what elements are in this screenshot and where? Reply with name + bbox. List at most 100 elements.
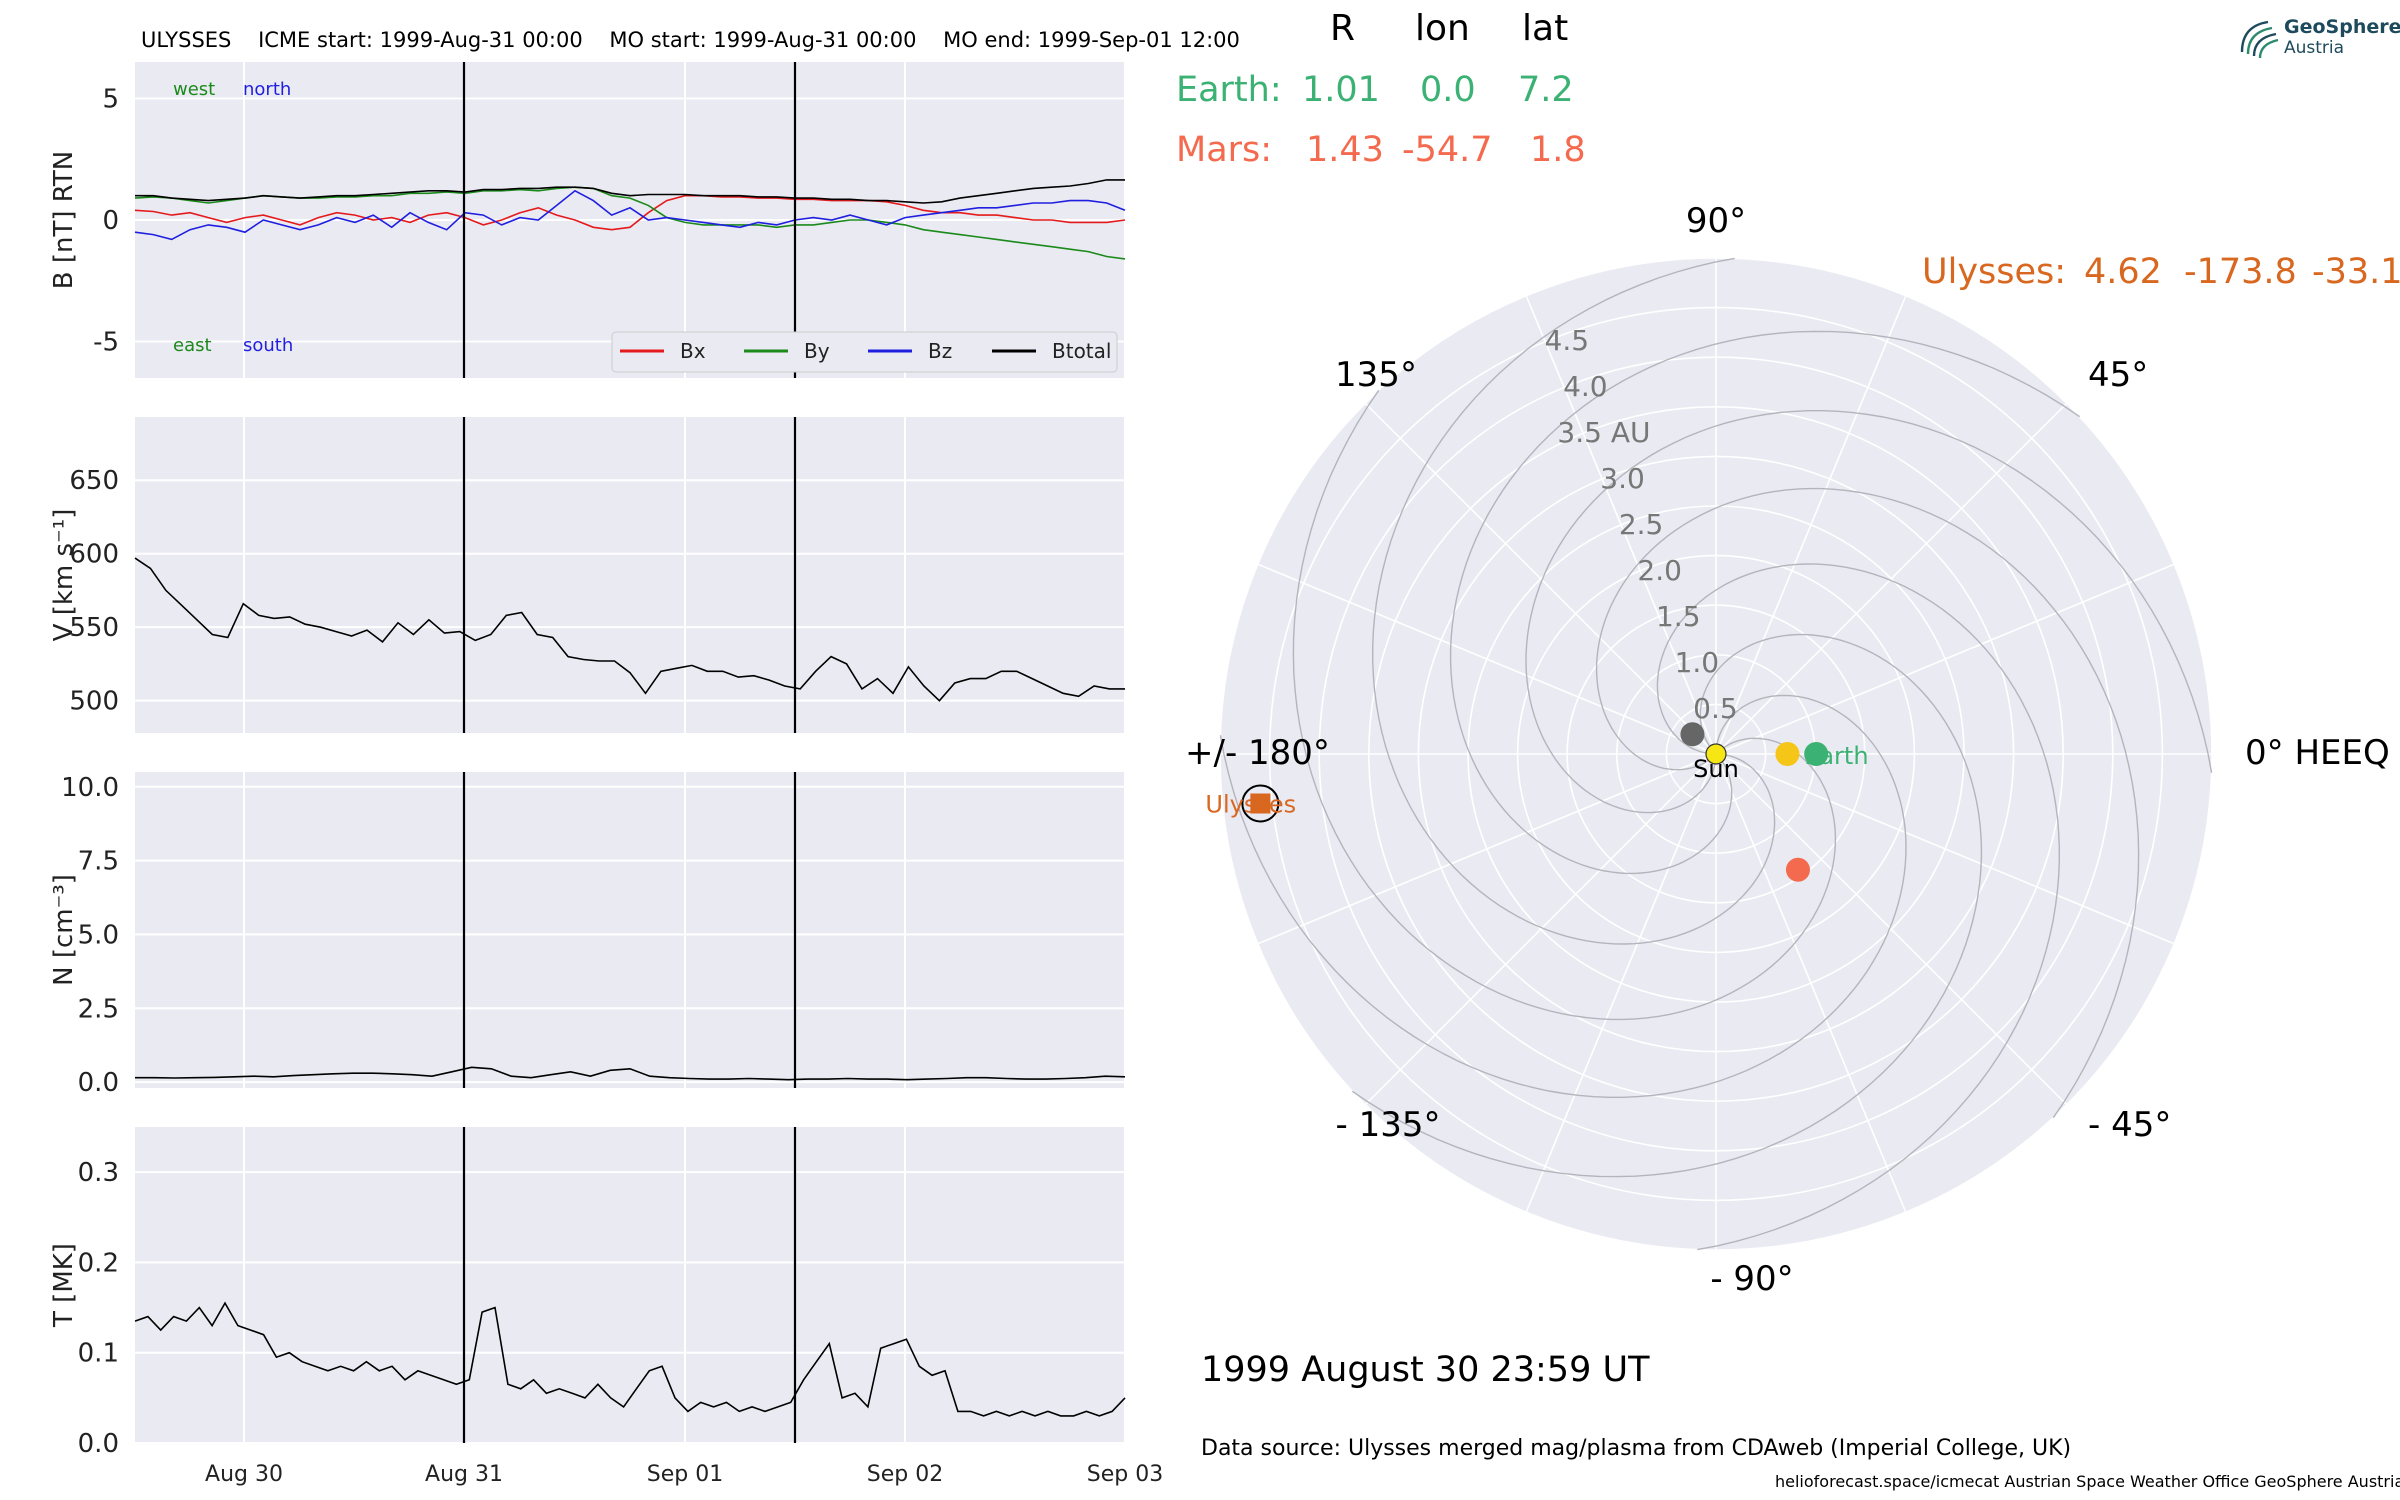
radial-tick-label: 2.5 — [1619, 508, 1664, 541]
mo-end: MO end: 1999-Sep-01 12:00 — [943, 28, 1240, 52]
polar-ring — [1417, 455, 2015, 1053]
earth-row: Earth: 1.01 0.0 7.2 — [1176, 70, 1574, 110]
logo-line1: GeoSphere — [2284, 16, 2400, 38]
earth-label: Earth: — [1176, 70, 1282, 110]
radial-tick-label: 4.0 — [1563, 370, 1608, 403]
col-lat-header: lat — [1522, 8, 1569, 49]
y-axis-label: N [cm⁻³] — [49, 874, 79, 986]
legend-label-bz: Bz — [928, 339, 952, 363]
mars-lon: -54.7 — [1402, 130, 1493, 170]
x-tick-label: Aug 30 — [205, 1462, 283, 1487]
parker-spiral — [1525, 410, 2213, 814]
parker-spiral — [1595, 487, 2140, 1119]
ulysses-label: Ulysses: — [1922, 252, 2067, 292]
y-tick-label: 0.1 — [78, 1339, 119, 1369]
angle-label: - 135° — [1336, 1105, 1441, 1145]
header-title: ULYSSES ICME start: 1999-Aug-31 00:00 MO… — [141, 28, 1240, 52]
mars-marker — [1785, 857, 1810, 882]
ulysses-lat: -33.1 — [2312, 252, 2400, 292]
polar-ring — [1566, 604, 1866, 904]
ulysses-r: 4.62 — [2084, 252, 2162, 292]
y-tick-label: 7.5 — [78, 847, 119, 877]
earth-r: 1.01 — [1302, 70, 1380, 110]
earth-lon: 0.0 — [1420, 70, 1476, 110]
parker-spiral — [1372, 257, 1776, 945]
y-tick-label: 500 — [69, 687, 119, 717]
footer-credits: helioforecast.space/icmecat Austrian Spa… — [1775, 1472, 2400, 1491]
polar-plot: 0.5 1.0 1.5 2.0 2.5 3.0 3.5 AU 4.0 4.5 Sun Earth Ul… — [1205, 257, 2213, 1251]
y-tick-label: 0.0 — [78, 1068, 119, 1098]
timeseries-panel-3: 0.0 2.5 5.0 7.5 10.0 N [cm⁻³] — [49, 772, 1126, 1098]
angle-label: 0° HEEQ — [2245, 733, 2390, 773]
radial-tick-label: 1.5 — [1656, 600, 1701, 633]
x-tick-label: Sep 02 — [867, 1462, 943, 1487]
y-tick-label: 2.5 — [78, 994, 119, 1024]
annotation-east: east — [173, 335, 212, 356]
legend-label-btotal: Btotal — [1052, 339, 1111, 363]
angle-label: 90° — [1686, 201, 1746, 241]
col-lon-header: lon — [1415, 8, 1470, 49]
ulysses-marker — [1250, 793, 1271, 814]
y-axis-label: B [nT] RTN — [49, 151, 79, 290]
series-line-value — [134, 557, 1125, 702]
angle-label: - 90° — [1710, 1259, 1793, 1299]
polar-ring — [1665, 703, 1767, 805]
annotation-west: west — [173, 79, 215, 100]
y-tick-label: 600 — [69, 540, 119, 570]
y-tick-label: 10.0 — [61, 773, 119, 803]
ulysses-row: Ulysses: 4.62 -173.8 -33.1 — [1922, 252, 2400, 292]
x-tick-label: Aug 31 — [425, 1462, 503, 1487]
legend-label-bx: Bx — [680, 339, 706, 363]
radial-tick-label: 4.5 — [1545, 324, 1590, 357]
angle-label: 45° — [2088, 355, 2148, 395]
ulysses-lon: -173.8 — [2184, 252, 2297, 292]
x-tick-label: Sep 01 — [647, 1462, 723, 1487]
polar-ring — [1467, 505, 1965, 1003]
spiral-waves-icon — [2240, 20, 2279, 59]
series-line-btotal — [135, 179, 1125, 204]
series-line-bz — [134, 189, 1126, 241]
data-source: Data source: Ulysses merged mag/plasma f… — [1201, 1436, 2072, 1461]
y-tick-label: 0.3 — [78, 1158, 119, 1188]
annotation-north: north — [243, 79, 291, 100]
panel-background — [135, 772, 1125, 1088]
venus-marker — [1775, 742, 1800, 766]
b-legend: Bx By Bz Btotal — [611, 331, 1118, 373]
y-axis-label: T [MK] — [49, 1243, 79, 1328]
y-tick-label: 5.0 — [78, 920, 119, 950]
y-tick-label: 550 — [69, 613, 119, 643]
polar-ring — [1368, 405, 2065, 1103]
parker-spiral — [1656, 563, 2060, 1251]
radial-tick-label: 0.5 — [1693, 692, 1738, 725]
legend-box — [611, 331, 1118, 373]
series-line-bx — [134, 194, 1126, 231]
y-tick-label: 0 — [102, 206, 119, 236]
radial-tick-label: 3.5 AU — [1557, 416, 1650, 449]
spacecraft-name: ULYSSES — [141, 28, 232, 52]
legend-label-by: By — [804, 339, 830, 363]
mars-lat: 1.8 — [1530, 130, 1586, 170]
polar-ring — [1318, 356, 2114, 1152]
datetime-label: 1999 August 30 23:59 UT — [1201, 1350, 1650, 1390]
y-tick-label: 0.2 — [78, 1248, 119, 1278]
geosphere-logo: GeoSphere Austria — [2236, 12, 2400, 62]
series-line-value — [134, 1301, 1126, 1417]
earth-label: Earth — [1804, 742, 1868, 770]
y-axis-label: V [km s⁻¹] — [49, 509, 79, 642]
radial-tick-label: 3.0 — [1600, 462, 1645, 495]
timeseries-panel-1: -5 0 5 B [nT] RTN — [49, 62, 1126, 378]
sun-label: Sun — [1693, 755, 1739, 783]
angle-label: - 45° — [2088, 1105, 2171, 1145]
col-r-header: R — [1330, 8, 1356, 49]
radial-tick-label: 1.0 — [1675, 646, 1720, 679]
ulysses-ring — [1241, 784, 1280, 823]
parker-spiral — [1449, 330, 2081, 875]
earth-marker — [1804, 742, 1829, 766]
mars-row: Mars: 1.43 -54.7 1.8 — [1176, 130, 1586, 170]
annotation-south: south — [243, 335, 293, 356]
parker-spiral — [1351, 633, 1983, 1178]
icme-start: ICME start: 1999-Aug-31 00:00 — [258, 28, 583, 52]
angle-label: 135° — [1335, 355, 1417, 395]
mars-r: 1.43 — [1306, 130, 1384, 170]
